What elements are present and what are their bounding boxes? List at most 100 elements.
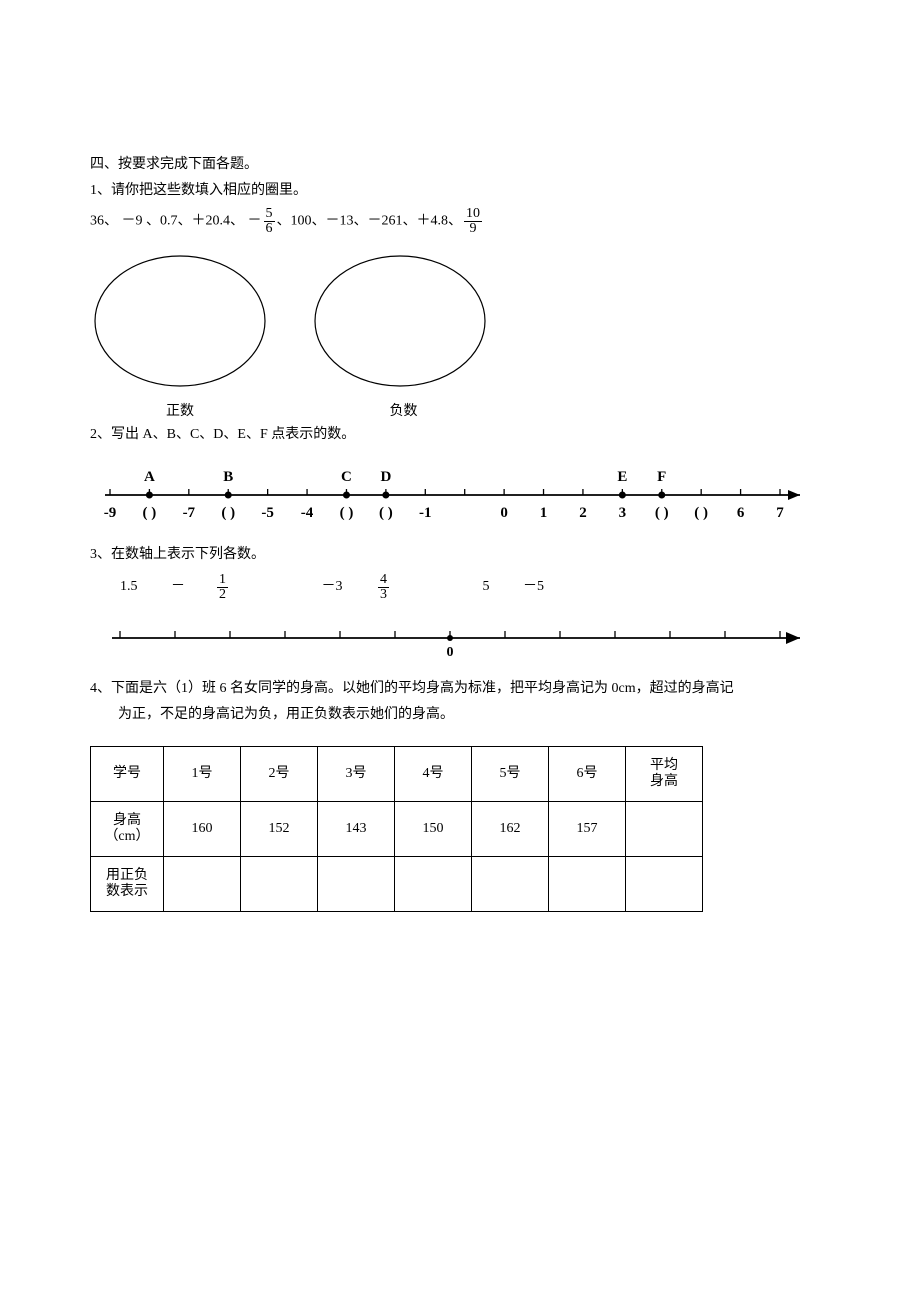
axis-label: ( ) <box>694 505 708 521</box>
table-cell <box>395 857 472 912</box>
table-cell: 160 <box>164 802 241 857</box>
q3-frac-43-den: 3 <box>378 588 389 602</box>
marker-label: C <box>341 469 352 485</box>
q3-neg-sign: － <box>171 579 185 594</box>
table-cell: 150 <box>395 802 472 857</box>
axis-label: -1 <box>419 505 432 521</box>
q1-frac1-num: 5 <box>264 207 275 222</box>
q3-prompt: 3、在数轴上表示下列各数。 <box>90 544 830 566</box>
q1-numbers: 36、 －9 、0.7、＋20.4、 －56、100、－13、－261、＋4.8… <box>90 207 830 236</box>
marker-label: B <box>223 469 233 485</box>
table-cell <box>164 857 241 912</box>
axis-label: 7 <box>776 505 784 521</box>
marker-label: F <box>657 469 666 485</box>
col-header: 2号 <box>241 747 318 802</box>
q3-frac-half-den: 2 <box>217 588 228 602</box>
marker-dot <box>382 492 389 499</box>
axis-label: 2 <box>579 505 587 521</box>
q1-frac1-den: 6 <box>264 222 275 236</box>
marker-label: A <box>144 469 155 485</box>
table-cell <box>241 857 318 912</box>
q3-frac-half: 12 <box>217 573 258 602</box>
q2-prompt: 2、写出 A、B、C、D、E、F 点表示的数。 <box>90 424 830 446</box>
marker-dot <box>343 492 350 499</box>
table-cell <box>472 857 549 912</box>
label-positive: 正数 <box>90 400 270 420</box>
marker-dot <box>146 492 153 499</box>
q1-numbers-prefix: 36、 －9 、0.7、＋20.4、 － <box>90 214 262 229</box>
section-heading: 四、按要求完成下面各题。 <box>90 154 830 176</box>
q3-item-neg5: －5 <box>523 579 544 594</box>
q3-item-neg-half: －12 <box>171 579 288 594</box>
q4-prompt-line1: 4、下面是六（1）班 6 名女同学的身高。以她们的平均身高为标准，把平均身高记为… <box>90 678 830 700</box>
col-header: 6号 <box>549 747 626 802</box>
q1-oval-labels: 正数 负数 <box>90 400 830 420</box>
axis-label: ( ) <box>340 505 354 521</box>
axis-label: 0 <box>500 505 508 521</box>
oval-negative <box>315 256 485 386</box>
q1-prompt: 1、请你把这些数填入相应的圈里。 <box>90 180 830 202</box>
q1-ovals <box>90 246 830 396</box>
axis-label: 3 <box>619 505 627 521</box>
arrow-icon <box>786 632 800 644</box>
q3-frac-43: 43 <box>378 573 419 602</box>
marker-label: E <box>617 469 627 485</box>
table-cell <box>626 802 703 857</box>
q1-frac2-num: 10 <box>464 207 482 222</box>
q1-frac2: 109 <box>464 207 482 236</box>
axis-label: -7 <box>183 505 196 521</box>
q3-numberline-container: 0 <box>90 608 830 668</box>
marker-dot <box>619 492 626 499</box>
q1-numbers-mid: 、100、－13、－261、＋4.8、 <box>277 214 463 229</box>
table-cell <box>549 857 626 912</box>
table-cell: 152 <box>241 802 318 857</box>
col-header: 平均身高 <box>626 747 703 802</box>
table-cell <box>626 857 703 912</box>
marker-dot <box>658 492 665 499</box>
q2-numberline-svg: -9( )-7( )-5-4( )( )-10123( )( )678ABCDE… <box>90 450 810 540</box>
q3-frac-43-num: 4 <box>378 573 389 588</box>
col-header: 5号 <box>472 747 549 802</box>
table-cell <box>318 857 395 912</box>
axis-label: -4 <box>301 505 314 521</box>
q3-items: 1.5 －12 － 3 43 5 －5 <box>120 573 830 602</box>
oval-positive <box>95 256 265 386</box>
q2-numberline-container: -9( )-7( )-5-4( )( )-10123( )( )678ABCDE… <box>90 450 830 540</box>
q1-frac2-den: 9 <box>464 222 482 236</box>
marker-dot <box>225 492 232 499</box>
col-header: 3号 <box>318 747 395 802</box>
axis-label: ( ) <box>221 505 235 521</box>
q3-item-1p5: 1.5 <box>120 579 138 594</box>
q4-prompt-line2: 为正，不足的身高记为负，用正负数表示她们的身高。 <box>90 704 830 726</box>
axis-label: -5 <box>261 505 274 521</box>
table-header-row: 学号1号2号3号4号5号6号平均身高 <box>91 747 703 802</box>
axis-label: ( ) <box>143 505 157 521</box>
zero-dot <box>447 635 453 641</box>
col-header: 4号 <box>395 747 472 802</box>
table-cell: 143 <box>318 802 395 857</box>
axis-label: ( ) <box>379 505 393 521</box>
q4-table: 学号1号2号3号4号5号6号平均身高 身高（cm）160152143150162… <box>90 746 703 912</box>
arrow-icon <box>788 490 800 500</box>
row-label: 用正负数表示 <box>91 857 164 912</box>
q3-item-43: 43 <box>376 579 449 594</box>
table-cell: 157 <box>549 802 626 857</box>
axis-label: -9 <box>104 505 117 521</box>
table-row: 身高（cm）160152143150162157 <box>91 802 703 857</box>
axis-label: ( ) <box>655 505 669 521</box>
col-header-label: 学号 <box>91 747 164 802</box>
q1-frac1: 56 <box>264 207 275 236</box>
table-row: 用正负数表示 <box>91 857 703 912</box>
label-negative: 负数 <box>314 400 494 420</box>
marker-label: D <box>380 469 391 485</box>
q3-numberline-svg: 0 <box>90 608 810 668</box>
zero-label: 0 <box>447 645 454 660</box>
q3-item-5: 5 <box>483 579 490 594</box>
axis-label: 6 <box>737 505 745 521</box>
row-label: 身高（cm） <box>91 802 164 857</box>
table-cell: 162 <box>472 802 549 857</box>
ovals-svg <box>90 246 520 396</box>
q3-frac-half-num: 1 <box>217 573 228 588</box>
col-header: 1号 <box>164 747 241 802</box>
axis-label: 1 <box>540 505 548 521</box>
